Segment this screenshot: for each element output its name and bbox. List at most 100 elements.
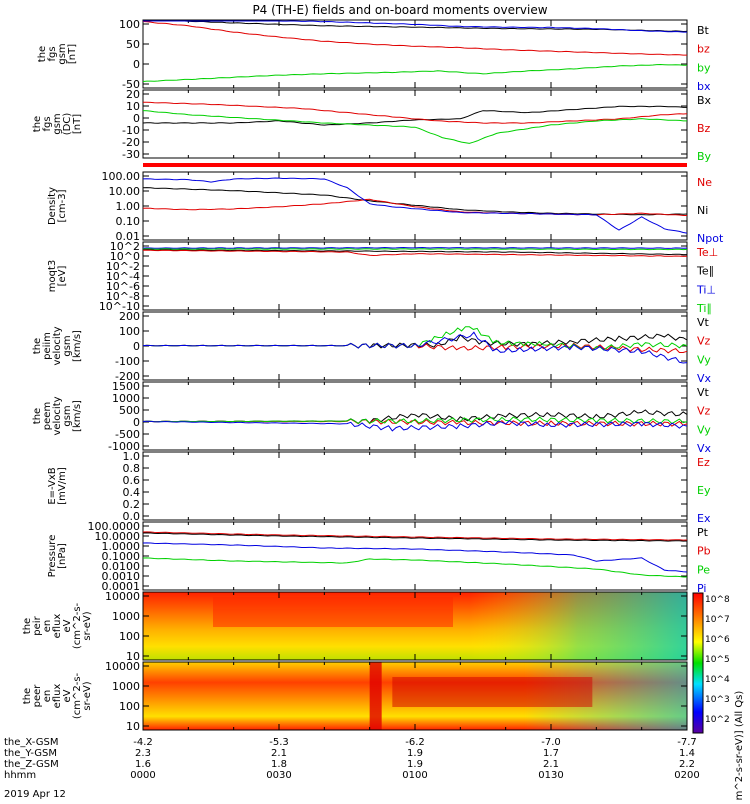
y-axis-label: gsm bbox=[62, 405, 73, 426]
y-axis-label: the bbox=[32, 338, 43, 354]
y-tick-label: 10^0 bbox=[110, 250, 140, 263]
series-line-bz bbox=[142, 21, 687, 56]
y-axis-label: the bbox=[32, 408, 43, 424]
legend-label: Vx bbox=[697, 372, 712, 385]
legend-label: Vx bbox=[697, 442, 712, 455]
y-tick-label: 0.6 bbox=[123, 474, 141, 487]
y-tick-label: 0 bbox=[133, 112, 140, 125]
y-tick-label: -500 bbox=[115, 428, 140, 441]
colorbar-scale bbox=[693, 593, 703, 733]
series-line-Bz bbox=[142, 101, 688, 124]
spectrogram-band bbox=[392, 677, 593, 707]
legend-label: By bbox=[697, 150, 712, 163]
series-line-Ti⊥ bbox=[142, 246, 688, 249]
y-tick-label: 50 bbox=[126, 38, 140, 51]
date-label: 2019 Apr 12 bbox=[4, 789, 66, 800]
series-line-Npot bbox=[142, 177, 688, 234]
y-axis-label: Pressure bbox=[47, 535, 58, 578]
series-line-Pe bbox=[142, 557, 687, 578]
y-axis-label: [mV/m] bbox=[57, 467, 68, 505]
legend-label: Te∥ bbox=[696, 265, 714, 278]
colorbar-tick-label: 10^8 bbox=[705, 595, 730, 605]
legend-label: Ez bbox=[697, 456, 710, 469]
series-line-Bx bbox=[142, 105, 687, 126]
y-tick-label: 0.8 bbox=[123, 462, 141, 475]
legend-label: Vy bbox=[697, 353, 711, 366]
y-tick-label: -100 bbox=[115, 355, 140, 368]
orbit-value: -6.2 bbox=[405, 737, 425, 748]
legend-label: Pb bbox=[697, 545, 711, 558]
y-tick-label: 100 bbox=[119, 630, 140, 643]
y-tick-label: 10.0000 bbox=[95, 530, 141, 543]
y-tick-label: 20 bbox=[126, 88, 140, 101]
series-line-Ni bbox=[142, 187, 688, 216]
colorbar-tick-label: 10^4 bbox=[705, 675, 730, 685]
series-line-By bbox=[142, 110, 687, 144]
y-tick-label: 100 bbox=[119, 325, 140, 338]
y-axis-label: gsm bbox=[57, 43, 68, 64]
legend-label: Bx bbox=[697, 94, 712, 107]
y-tick-label: 500 bbox=[119, 404, 140, 417]
y-tick-label: 0.4 bbox=[123, 486, 141, 499]
panel-4: 10^210^010^-210^-410^-610^-810^-10 moqt3[… bbox=[47, 240, 718, 315]
y-tick-label: 10^-2 bbox=[106, 260, 140, 273]
orbit-value: 1.4 bbox=[679, 748, 695, 759]
y-tick-label: 10^-6 bbox=[106, 280, 140, 293]
y-axis-label: peir bbox=[32, 615, 43, 635]
y-axis-label: E=-VxB bbox=[47, 467, 58, 504]
y-axis-label: [cm-3] bbox=[57, 189, 68, 222]
panel-9: 10000 1000 100 10 the peir en eflux eV (cm^2-s-sr… bbox=[22, 590, 688, 663]
y-tick-label: 10.00 bbox=[109, 185, 141, 198]
y-tick-label: 0.10 bbox=[116, 215, 141, 228]
y-axis-label: [nT] bbox=[72, 114, 83, 134]
y-tick-label: 1.0 bbox=[123, 450, 141, 463]
y-axis-label: en bbox=[42, 620, 53, 633]
colorbar-tick-label: 10^7 bbox=[705, 615, 730, 625]
y-axis-label: the bbox=[32, 116, 43, 132]
legend-label: Vy bbox=[697, 423, 711, 436]
y-axis-label: gsm bbox=[62, 335, 73, 356]
y-tick-label: 10 bbox=[126, 650, 140, 663]
y-tick-label: -20 bbox=[122, 136, 140, 149]
y-tick-label: 0 bbox=[133, 58, 140, 71]
y-tick-label: -30 bbox=[122, 148, 140, 161]
legend-label: Ti∥ bbox=[696, 302, 712, 315]
y-axis-label: sr-eV) bbox=[82, 681, 93, 710]
colorbar-tick-label: 10^3 bbox=[705, 695, 730, 705]
y-tick-label: 1500 bbox=[112, 380, 140, 393]
y-tick-label: 0.0001 bbox=[102, 580, 141, 593]
y-axis-label: [eV] bbox=[57, 266, 68, 287]
orbit-table: the_X-GSMthe_Y-GSMthe_Z-GSMhhmm-4.22.31.… bbox=[4, 737, 700, 781]
y-tick-label: 10000 bbox=[105, 590, 140, 603]
orbit-value: 2.1 bbox=[271, 748, 287, 759]
legend-label: Vt bbox=[697, 316, 710, 329]
y-tick-label: -1000 bbox=[108, 440, 140, 453]
y-tick-label: 0.0 bbox=[123, 510, 141, 523]
y-tick-label: 10^2 bbox=[110, 240, 140, 253]
series-line-Pt bbox=[142, 532, 688, 542]
y-axis-label: [km/s] bbox=[72, 400, 83, 432]
y-axis-label: eflux bbox=[52, 614, 63, 639]
y-axis-label: fgs bbox=[42, 116, 53, 131]
y-tick-label: 100.0000 bbox=[88, 520, 141, 533]
y-tick-label: 1000 bbox=[112, 680, 140, 693]
y-tick-label: 0.1000 bbox=[102, 550, 141, 563]
spectrogram-band bbox=[213, 597, 453, 627]
y-tick-label: 200 bbox=[119, 310, 140, 323]
series-line-Pi bbox=[142, 542, 688, 573]
legend-label: bz bbox=[697, 43, 710, 56]
legend-label: Vz bbox=[697, 405, 711, 418]
y-axis-label: velocity bbox=[52, 396, 63, 435]
panel-frame bbox=[142, 451, 688, 521]
series-line-Te⊥ bbox=[142, 249, 688, 257]
y-axis-label: eV bbox=[62, 619, 73, 632]
series-line-Vz bbox=[142, 342, 688, 354]
y-axis-label: eflux bbox=[52, 684, 63, 709]
orbit-value: 2.1 bbox=[543, 759, 559, 770]
chart-title: P4 (TH-E) fields and on-board moments ov… bbox=[252, 3, 547, 17]
y-axis-label: fgs bbox=[47, 46, 58, 61]
